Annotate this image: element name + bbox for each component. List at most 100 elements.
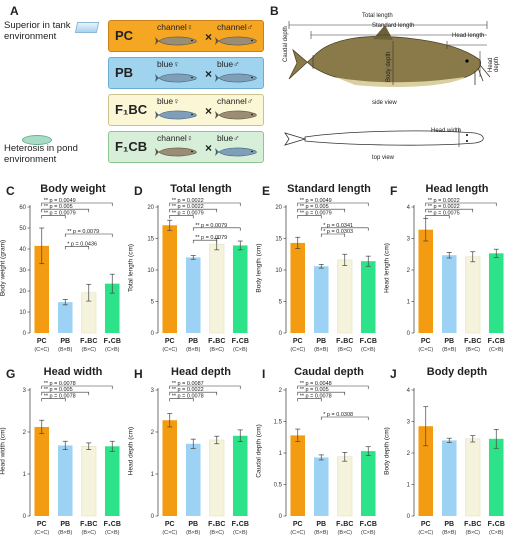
category-label: F₁BC — [336, 338, 353, 345]
significance-bracket — [425, 215, 450, 219]
chart-plot: 0 1 2 3 4 PC (C×C) PB (B×B) F₁BC (B×C) F₁CB (C×B) — [407, 388, 505, 536]
significance-bracket — [169, 202, 241, 206]
subcategory-label: (C×B) — [361, 530, 376, 536]
significance-bracket — [64, 246, 90, 250]
female-parent-label: blue♀ — [157, 59, 180, 69]
category-label: F₁BC — [336, 521, 353, 528]
subcategory-label: (B×C) — [209, 347, 224, 353]
head-length-label: Head length — [452, 33, 485, 39]
category-label: F₁CB — [232, 521, 249, 528]
bar — [488, 438, 504, 516]
cross-code: PB — [115, 65, 134, 80]
significance-label: ** p = 0.0079 — [67, 229, 99, 235]
chart-d: D Total length Total length (cm) 0 5 10 15 20 PC… — [128, 183, 256, 365]
significance-bracket — [297, 208, 346, 213]
cross-box-3: F₁BC blue♀ channel♂ × — [108, 94, 264, 126]
category-label: PC — [37, 338, 47, 345]
subcategory-label: (B×C) — [81, 530, 96, 536]
chart-h: H Head depth Head depth (cm) 0 1 2 3 PC (C×C) PB(… — [128, 366, 256, 548]
y-tick-label: 60 — [19, 205, 26, 211]
category-label: PC — [421, 338, 431, 345]
cross-symbol: × — [205, 67, 213, 81]
category-label: PB — [316, 338, 326, 345]
category-label: PC — [165, 521, 175, 528]
y-tick-label: 1 — [407, 300, 411, 306]
bar — [104, 446, 120, 516]
subcategory-label: (B×B) — [442, 347, 456, 353]
pond-environment-label: Heterosis in pond environment — [4, 143, 78, 165]
panel-letter: I — [262, 367, 266, 381]
category-label: F₁BC — [80, 338, 97, 345]
bar — [232, 435, 248, 516]
chart-title: Body depth — [426, 366, 488, 378]
significance-label: ** p = 0.0078 — [172, 393, 204, 399]
y-tick-label: 0 — [23, 514, 27, 520]
significance-label: ** p = 0.0079 — [44, 210, 76, 216]
cross-box-1: PC channel♀ channel♂ × — [108, 20, 264, 52]
bar — [162, 225, 178, 333]
category-label: PC — [293, 521, 303, 528]
cross-symbol: × — [205, 141, 213, 155]
category-label: F₁BC — [208, 521, 225, 528]
female-fish-icon — [155, 36, 197, 46]
subcategory-label: (C×C) — [34, 347, 49, 353]
subcategory-label: (C×C) — [418, 530, 433, 536]
significance-label: * p = 0.0341 — [323, 223, 353, 229]
catfish-eye — [465, 59, 469, 63]
panel-letter: J — [390, 367, 397, 381]
category-label: PC — [37, 521, 47, 528]
subcategory-label: (B×C) — [465, 530, 480, 536]
bar — [313, 266, 329, 333]
chart-c: C Body weight Body weight (gram) 0 10 20 30 40 5… — [0, 183, 128, 365]
y-tick-label: 3 — [407, 420, 411, 426]
significance-bracket — [41, 391, 90, 396]
chart-plot: 0 1 2 3 PC (C×C) PB (B×B) F₁BC (B×C) F₁CB (C×B) ** p… — [151, 381, 249, 536]
significance-bracket — [169, 215, 194, 219]
bar — [57, 302, 73, 333]
male-fish-icon — [215, 36, 257, 46]
cross-code: F₁CB — [115, 139, 148, 154]
y-tick-label: 1 — [279, 451, 283, 457]
chart-title: Body weight — [40, 183, 106, 195]
y-tick-label: 2 — [23, 430, 27, 436]
significance-bracket — [320, 227, 369, 231]
significance-label: ** p = 0.0022 — [428, 204, 460, 210]
chart-title: Head length — [425, 183, 489, 195]
chart-g: G Head width Head width (cm) 0 1 2 3 PC (C×C) PB(… — [0, 366, 128, 548]
bar — [418, 229, 434, 333]
subcategory-label: (B×C) — [81, 347, 96, 353]
significance-bracket — [169, 385, 241, 389]
y-tick-label: 0 — [151, 514, 155, 520]
significance-bracket — [41, 398, 66, 402]
significance-bracket — [192, 239, 218, 244]
subcategory-label: (C×B) — [105, 347, 120, 353]
significance-label: * p = 0.0303 — [323, 229, 353, 235]
female-fish-icon — [155, 73, 197, 83]
significance-label: * p = 0.0436 — [67, 241, 97, 247]
male-fish-icon — [215, 147, 257, 157]
bar — [313, 457, 329, 516]
significance-label: * p = 0.0308 — [323, 412, 353, 418]
subcategory-label: (B×B) — [186, 347, 200, 353]
significance-label: ** p = 0.0022 — [172, 204, 204, 210]
subcategory-label: (B×C) — [337, 347, 352, 353]
y-tick-label: 15 — [275, 237, 282, 243]
significance-bracket — [64, 233, 113, 237]
bar — [290, 242, 306, 333]
significance-label: ** p = 0.0078 — [300, 393, 332, 399]
significance-bracket — [169, 398, 194, 402]
subcategory-label: (C×C) — [34, 530, 49, 536]
y-tick-label: 0 — [407, 514, 411, 520]
significance-label: ** p = 0.0049 — [300, 198, 332, 204]
category-label: F₁CB — [360, 521, 377, 528]
subcategory-label: (B×B) — [442, 530, 456, 536]
significance-bracket — [425, 208, 474, 213]
chart-title: Standard length — [287, 183, 371, 195]
y-tick-label: 40 — [19, 247, 26, 253]
catfish-diagram — [284, 21, 491, 147]
significance-label: ** p = 0.0022 — [172, 387, 204, 393]
y-tick-label: 3 — [23, 388, 27, 394]
cross-symbol: × — [205, 30, 213, 44]
panel-letter-b: B — [270, 4, 279, 18]
significance-bracket — [297, 398, 322, 402]
